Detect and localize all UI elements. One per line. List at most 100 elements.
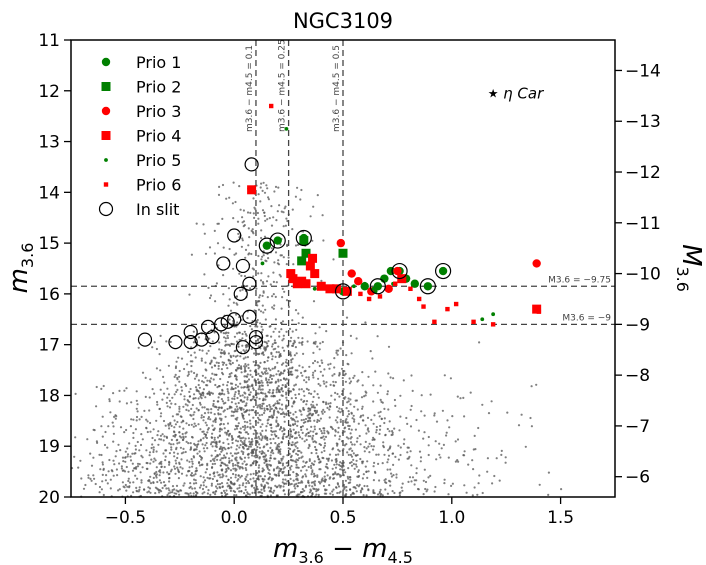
field-star — [279, 371, 283, 374]
field-star — [101, 480, 104, 483]
field-star — [337, 448, 340, 451]
field-star — [144, 395, 147, 398]
prio-4-point — [247, 185, 257, 195]
field-star — [463, 450, 466, 453]
field-star — [256, 325, 259, 328]
field-star — [215, 373, 218, 376]
field-star — [257, 474, 260, 477]
field-star — [279, 461, 282, 465]
field-star — [304, 473, 307, 476]
field-star — [382, 441, 385, 444]
field-star — [160, 490, 163, 493]
field-star — [251, 491, 254, 494]
field-star — [186, 374, 189, 377]
in-slit-point — [183, 324, 198, 340]
field-star — [312, 395, 315, 399]
prio-2-point — [338, 248, 348, 258]
field-star — [272, 374, 275, 377]
field-star — [281, 471, 284, 475]
field-star — [298, 434, 301, 437]
field-star — [253, 480, 256, 483]
field-star — [223, 427, 226, 430]
field-star — [346, 401, 349, 404]
field-star — [274, 327, 277, 330]
field-star — [304, 461, 307, 464]
x-tick-label: 0.0 — [221, 508, 248, 528]
field-star — [446, 419, 449, 422]
field-star — [243, 428, 246, 431]
field-star — [265, 377, 268, 380]
field-star — [294, 487, 297, 490]
field-star — [440, 447, 443, 450]
field-star — [379, 488, 382, 491]
field-star — [183, 482, 186, 485]
field-star — [222, 246, 225, 249]
field-star — [285, 413, 288, 416]
field-star — [517, 424, 521, 427]
field-star — [281, 384, 284, 387]
field-star — [243, 375, 246, 378]
field-star — [121, 469, 124, 472]
field-star — [213, 457, 216, 460]
field-star — [228, 318, 231, 321]
field-star — [257, 435, 260, 438]
field-star — [264, 398, 267, 401]
field-star — [86, 438, 89, 441]
field-star — [296, 420, 299, 423]
field-star — [307, 435, 310, 438]
field-star — [377, 411, 380, 414]
field-star — [408, 476, 412, 479]
field-star — [191, 487, 194, 490]
field-star — [325, 401, 328, 404]
field-star — [93, 477, 96, 480]
color-cut-label: m3.6 − m4.5 = 0.25 — [278, 39, 288, 132]
field-star — [192, 482, 196, 485]
field-star — [399, 446, 402, 449]
field-star — [149, 430, 152, 433]
field-star — [312, 371, 315, 374]
field-star — [162, 392, 166, 395]
field-star — [490, 400, 493, 403]
field-star — [135, 419, 138, 422]
field-star — [176, 466, 179, 469]
field-star — [294, 195, 297, 198]
field-star — [201, 374, 204, 377]
field-star — [328, 408, 331, 411]
field-star — [275, 446, 278, 449]
field-star — [226, 384, 229, 387]
field-star — [296, 485, 299, 488]
field-star — [295, 458, 298, 461]
field-star — [402, 442, 405, 445]
prio-3-point — [347, 269, 356, 278]
field-star — [201, 380, 204, 383]
field-star — [495, 457, 498, 460]
field-star — [278, 330, 281, 333]
field-star — [401, 489, 404, 492]
field-star — [282, 337, 285, 340]
field-star — [175, 390, 178, 393]
field-star — [104, 479, 107, 482]
field-star — [134, 474, 137, 477]
field-star — [417, 488, 420, 491]
field-star — [301, 366, 304, 369]
field-star — [333, 366, 336, 369]
field-star — [334, 466, 338, 469]
field-star — [234, 391, 237, 394]
field-star — [220, 457, 223, 460]
field-star — [257, 254, 260, 258]
field-star — [352, 491, 355, 494]
field-star — [426, 488, 429, 491]
field-star — [189, 482, 192, 485]
field-star — [222, 274, 225, 277]
field-star — [276, 210, 279, 213]
field-star — [265, 334, 268, 337]
field-star — [313, 419, 316, 422]
field-star — [176, 452, 179, 455]
field-star — [336, 421, 339, 424]
field-star — [223, 336, 226, 339]
field-star — [355, 440, 359, 443]
field-star — [343, 444, 346, 447]
field-star — [181, 419, 185, 422]
field-star — [139, 471, 142, 474]
field-star — [259, 322, 262, 325]
